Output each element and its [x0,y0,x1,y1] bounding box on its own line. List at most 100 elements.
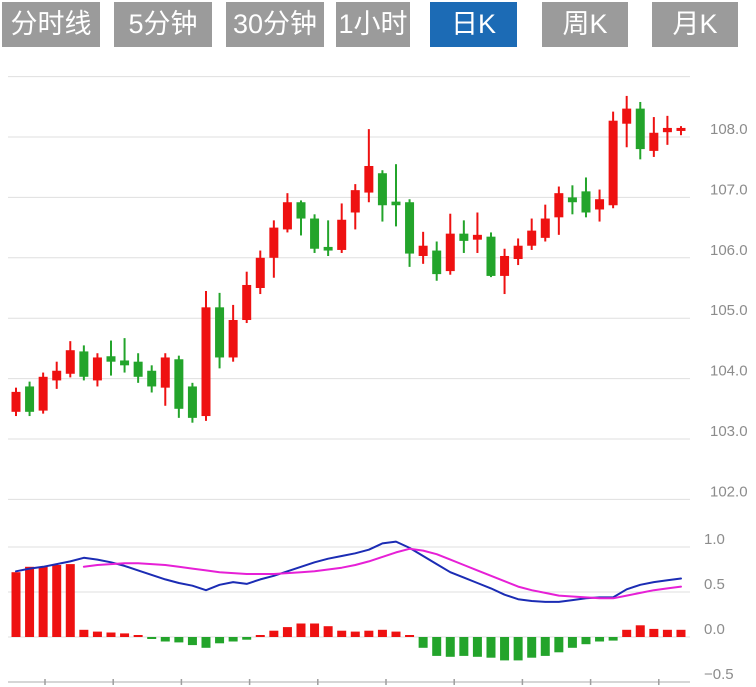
price-axis-label: 102.0 [710,483,748,500]
macd-bar [79,629,89,637]
candle-body [622,108,632,124]
candle-body [364,165,374,193]
candle-body [527,230,537,246]
candle-body [595,199,605,210]
candle-body [445,233,455,272]
candle-body [160,357,170,388]
candle-body [500,255,510,276]
macd-bar [608,637,618,641]
candle-body [432,250,442,275]
candle-body [472,234,482,240]
macd-axis-label: −0.5 [704,666,734,683]
candle-body [635,108,645,150]
price-axis-label: 108.0 [710,121,748,138]
macd-bar [296,623,306,637]
candle-body [513,245,523,260]
macd-bar [282,627,292,637]
macd-axis-label: 0.5 [704,576,725,593]
candle-body [215,307,225,358]
macd-bar [38,566,48,637]
candle-body [391,201,401,206]
tab-30min[interactable]: 30分钟 [226,2,324,47]
candle-body [52,370,62,381]
macd-bar [255,635,265,637]
candle-body [228,320,238,358]
macd-bar [25,566,35,637]
candle-body [11,391,21,412]
candle-body [405,202,415,254]
macd-bar [364,630,374,637]
candle-body [649,132,659,151]
macd-bar [174,637,184,643]
macd-bar [377,629,387,637]
macd-bar [201,637,211,648]
price-axis-label: 107.0 [710,181,748,198]
macd-bar [269,630,279,637]
candle-body [282,202,292,230]
macd-bar [622,629,632,637]
candle-body [337,219,347,250]
tab-daily-k[interactable]: 日K [430,2,517,47]
macd-bar [513,637,523,661]
macd-bar [567,637,577,648]
macd-bar [486,637,496,658]
dea-line [82,547,682,600]
macd-bar [459,637,469,656]
macd-bar [418,637,428,648]
candle-body [676,127,686,131]
macd-bar [595,637,605,642]
candle-body [377,173,387,206]
price-axis-label: 105.0 [710,302,748,319]
macd-axis-label: 1.0 [704,531,725,548]
macd-axis-label: 0.0 [704,621,725,638]
macd-bar [147,637,157,639]
price-axis-label: 103.0 [710,423,748,440]
macd-bar [445,637,455,657]
macd-bar [215,637,225,644]
dif-line [15,540,682,603]
macd-bar [133,635,143,637]
candle-body [486,236,496,276]
candle-body [567,197,577,203]
macd-bar [527,637,537,658]
macd-bar [65,564,75,637]
candle-body [418,245,428,256]
macd-bar [432,637,442,656]
candle-body [540,218,550,238]
tab-minute-line[interactable]: 分时线 [2,2,100,47]
tab-1hour[interactable]: 1小时 [336,2,410,47]
price-axis-label: 106.0 [710,242,748,259]
macd-bar [350,631,360,637]
macd-bar [228,637,238,642]
candle-body [323,246,333,251]
tab-weekly-k[interactable]: 周K [542,2,628,47]
candle-body [174,359,184,409]
candle-body [296,202,306,219]
tab-5min[interactable]: 5分钟 [114,2,212,47]
tab-monthly-k[interactable]: 月K [652,2,738,47]
candle-body [554,193,564,218]
candle-body [120,360,130,366]
candle-body [269,227,279,258]
candle-body [38,376,48,411]
macd-bar [160,637,170,642]
macd-bar [662,629,672,637]
candle-body [79,351,89,377]
period-tabbar: 分时线 5分钟 30分钟 1小时 日K 周K 月K [0,2,756,47]
macd-bar [635,625,645,637]
candle-body [201,307,211,417]
candle-body [255,257,265,288]
macd-bar [106,632,116,637]
macd-bar [92,631,102,637]
candle-body [187,386,197,418]
macd-bar [337,630,347,637]
macd-bar [649,628,659,637]
macd-bar [554,637,564,653]
macd-bar [676,629,686,637]
candle-body [662,127,672,133]
candle-body [147,370,157,387]
macd-bar [500,637,510,661]
candle-body [242,284,252,321]
